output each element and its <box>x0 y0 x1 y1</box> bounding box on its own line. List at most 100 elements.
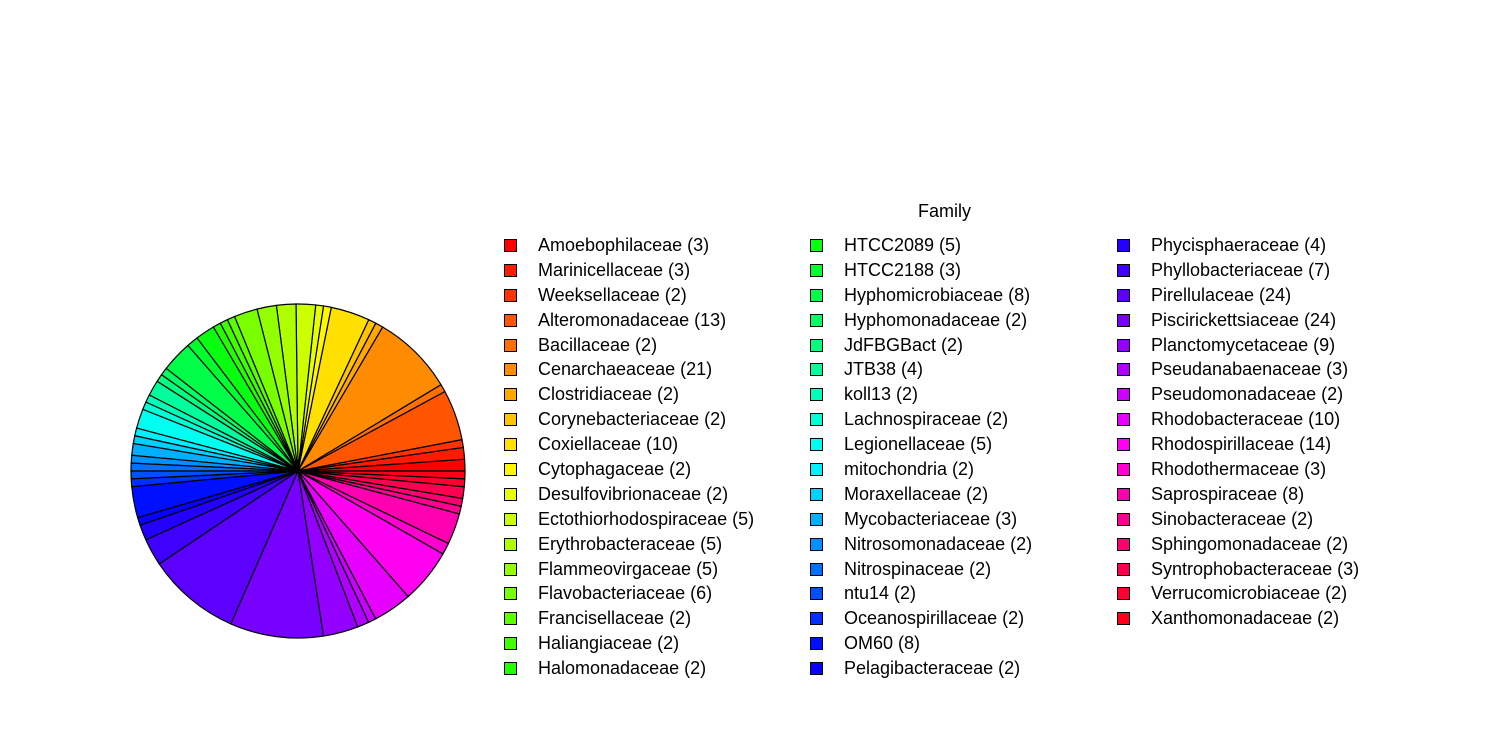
legend-swatch <box>1117 612 1130 626</box>
legend-title: Family <box>918 201 971 221</box>
legend-label: Sinobacteraceae (2) <box>1151 508 1314 529</box>
legend-label: Syntrophobacteraceae (3) <box>1151 558 1360 579</box>
legend-item: OM60 (8) <box>810 631 1032 656</box>
legend-swatch <box>504 413 517 427</box>
legend-item: Corynebacteriaceae (2) <box>504 407 754 432</box>
legend-item: HTCC2089 (5) <box>810 233 1032 258</box>
legend-item: Nitrosomonadaceae (2) <box>810 532 1032 557</box>
legend-label: Alteromonadaceae (13) <box>538 309 727 330</box>
legend-item: Flammeovirgaceae (5) <box>504 557 754 582</box>
legend-label: Verrucomicrobiaceae (2) <box>1151 583 1348 604</box>
legend-label: Rhodothermaceae (3) <box>1151 458 1327 479</box>
legend-item: Piscirickettsiaceae (24) <box>1117 308 1359 333</box>
legend-swatch <box>504 637 517 651</box>
legend-item: Phyllobacteriaceae (7) <box>1117 258 1359 283</box>
legend-label: Amoebophilaceae (3) <box>538 234 710 255</box>
legend-label: Haliangiaceae (2) <box>538 633 680 654</box>
legend-item: Halomonadaceae (2) <box>504 656 754 681</box>
legend-swatch <box>810 612 823 626</box>
legend-swatch <box>1117 537 1130 551</box>
legend-swatch <box>810 363 823 377</box>
legend-label: ntu14 (2) <box>844 583 917 604</box>
legend-swatch <box>810 313 823 327</box>
legend-label: Corynebacteriaceae (2) <box>538 409 727 430</box>
legend-swatch <box>504 662 517 676</box>
legend-label: Rhodospirillaceae (14) <box>1151 434 1332 455</box>
legend-item: Cenarchaeaceae (21) <box>504 357 754 382</box>
legend-swatch <box>810 512 823 526</box>
legend-label: HTCC2188 (3) <box>844 259 962 280</box>
legend-swatch <box>1117 313 1130 327</box>
legend-item: Pseudomonadaceae (2) <box>1117 382 1359 407</box>
legend-swatch <box>504 263 517 277</box>
legend-swatch <box>504 238 517 252</box>
legend-item: ntu14 (2) <box>810 581 1032 606</box>
legend-label: Hyphomicrobiaceae (8) <box>844 284 1031 305</box>
legend-item: Marinicellaceae (3) <box>504 258 754 283</box>
legend-item: Moraxellaceae (2) <box>810 482 1032 507</box>
legend-label: Lachnospiraceae (2) <box>844 409 1009 430</box>
legend-label: Mycobacteriaceae (3) <box>844 508 1018 529</box>
legend-swatch <box>1117 413 1130 427</box>
legend-label: Bacillaceae (2) <box>538 334 658 355</box>
legend-label: Legionellaceae (5) <box>844 434 993 455</box>
pie-slice <box>297 470 466 480</box>
legend-label: Nitrosomonadaceae (2) <box>844 533 1033 554</box>
legend-item: Mycobacteriaceae (3) <box>810 507 1032 532</box>
legend-item: Lachnospiraceae (2) <box>810 407 1032 432</box>
legend-label: Rhodobacteraceae (10) <box>1151 409 1341 430</box>
legend-swatch <box>504 338 517 352</box>
legend-swatch <box>810 487 823 501</box>
legend-item: HTCC2188 (3) <box>810 258 1032 283</box>
legend-swatch <box>1117 512 1130 526</box>
legend-item: JdFBGBact (2) <box>810 333 1032 358</box>
legend-swatch <box>1117 363 1130 377</box>
legend-item: Sphingomonadaceae (2) <box>1117 532 1359 557</box>
legend-swatch <box>810 562 823 576</box>
legend-item: Pirellulaceae (24) <box>1117 283 1359 308</box>
legend-item: Sinobacteraceae (2) <box>1117 507 1359 532</box>
legend-label: Coxiellaceae (10) <box>538 434 679 455</box>
legend-swatch <box>810 537 823 551</box>
legend-column: Phycisphaeraceae (4) Phyllobacteriaceae (… <box>1117 233 1359 631</box>
legend-label: Piscirickettsiaceae (24) <box>1151 309 1337 330</box>
legend-label: Oceanospirillaceae (2) <box>844 608 1025 629</box>
legend-swatch <box>504 363 517 377</box>
legend-swatch <box>810 462 823 476</box>
legend-label: Halomonadaceae (2) <box>538 658 707 679</box>
legend-item: Rhodospirillaceae (14) <box>1117 432 1359 457</box>
legend-swatch <box>1117 288 1130 302</box>
legend-label: Pseudanabaenaceae (3) <box>1151 359 1349 380</box>
legend-swatch <box>504 562 517 576</box>
legend-swatch <box>1117 462 1130 476</box>
legend-item: Rhodobacteraceae (10) <box>1117 407 1359 432</box>
legend-swatch <box>504 512 517 526</box>
legend-swatch <box>1117 263 1130 277</box>
legend-swatch <box>810 637 823 651</box>
legend-swatch <box>810 438 823 452</box>
legend-item: Planctomycetaceae (9) <box>1117 333 1359 358</box>
legend-item: Hyphomicrobiaceae (8) <box>810 283 1032 308</box>
legend-label: Flavobacteriaceae (6) <box>538 583 713 604</box>
legend-label: Weeksellaceae (2) <box>538 284 687 305</box>
legend-swatch <box>810 662 823 676</box>
legend-item: Coxiellaceae (10) <box>504 432 754 457</box>
legend-label: Planctomycetaceae (9) <box>1151 334 1336 355</box>
legend-swatch <box>504 462 517 476</box>
legend-label: JdFBGBact (2) <box>844 334 964 355</box>
legend-column: Amoebophilaceae (3) Marinicellaceae (3) We… <box>504 233 754 681</box>
legend-swatch <box>810 338 823 352</box>
legend-item: Desulfovibrionaceae (2) <box>504 482 754 507</box>
legend-label: Moraxellaceae (2) <box>844 483 989 504</box>
legend-label: Pirellulaceae (24) <box>1151 284 1292 305</box>
legend-label: Phyllobacteriaceae (7) <box>1151 259 1331 280</box>
legend-item: Clostridiaceae (2) <box>504 382 754 407</box>
legend-swatch <box>810 288 823 302</box>
legend-swatch <box>504 587 517 601</box>
legend-swatch <box>1117 388 1130 402</box>
legend-item: Alteromonadaceae (13) <box>504 308 754 333</box>
legend-item: Flavobacteriaceae (6) <box>504 581 754 606</box>
legend-swatch <box>1117 562 1130 576</box>
legend-swatch <box>504 612 517 626</box>
